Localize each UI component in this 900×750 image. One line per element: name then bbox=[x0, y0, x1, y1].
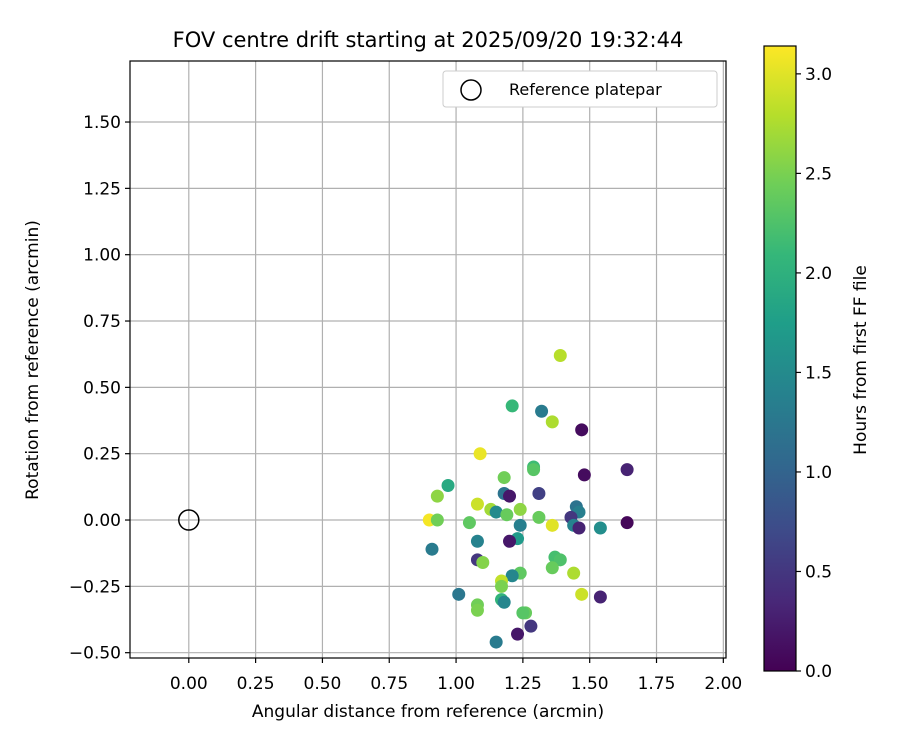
x-axis-ticks: 0.00 0.25 0.50 0.75 1.00 1.25 1.50 1.75 2.00 bbox=[170, 658, 742, 694]
y-tick-label: 1.00 bbox=[83, 246, 121, 266]
y-tick-label: 1.25 bbox=[83, 179, 121, 199]
scatter-point bbox=[500, 508, 514, 522]
x-tick-label: 1.75 bbox=[638, 674, 676, 694]
scatter-point bbox=[577, 468, 591, 482]
y-axis-label: Rotation from reference (arcmin) bbox=[23, 220, 43, 500]
x-tick-label: 0.75 bbox=[370, 674, 408, 694]
scatter-point bbox=[524, 619, 538, 633]
colorbar-label: Hours from first FF file bbox=[851, 265, 871, 455]
scatter-point bbox=[513, 502, 527, 516]
x-tick-label: 0.25 bbox=[237, 674, 275, 694]
y-tick-label: 0.50 bbox=[83, 378, 121, 398]
colorbar-tick-label: 0.0 bbox=[805, 662, 832, 682]
x-tick-label: 0.50 bbox=[304, 674, 342, 694]
colorbar-tick-label: 1.5 bbox=[805, 363, 832, 383]
colorbar-ticks: 0.0 0.5 1.0 1.5 2.0 2.5 3.0 bbox=[796, 65, 832, 682]
x-tick-label: 1.50 bbox=[571, 674, 609, 694]
scatter-point bbox=[620, 463, 634, 477]
scatter-point bbox=[473, 447, 487, 461]
scatter-point bbox=[620, 516, 634, 530]
reference-marker-layer bbox=[178, 509, 200, 531]
scatter-point bbox=[553, 349, 567, 363]
scatter-point bbox=[470, 497, 484, 511]
scatter-point bbox=[494, 579, 508, 593]
scatter-point bbox=[470, 603, 484, 617]
scatter-point bbox=[503, 534, 517, 548]
scatter-point bbox=[425, 542, 439, 556]
scatter-point bbox=[593, 521, 607, 535]
scatter-point bbox=[505, 399, 519, 413]
scatter-point bbox=[476, 555, 490, 569]
colorbar-tick-label: 2.5 bbox=[805, 164, 832, 184]
scatter-point bbox=[430, 489, 444, 503]
x-tick-label: 1.25 bbox=[504, 674, 542, 694]
y-tick-label: 0.75 bbox=[83, 312, 121, 332]
scatter-point bbox=[535, 404, 549, 418]
scatter-point bbox=[462, 516, 476, 530]
scatter-point bbox=[545, 561, 559, 575]
y-tick-label: 0.00 bbox=[83, 511, 121, 531]
scatter-point bbox=[532, 510, 546, 524]
plot-frame bbox=[129, 60, 727, 659]
chart-title: FOV centre drift starting at 2025/09/20 … bbox=[173, 28, 684, 52]
grid bbox=[130, 61, 726, 658]
scatter-point bbox=[575, 587, 589, 601]
scatter-point bbox=[470, 534, 484, 548]
legend-entry-label: Reference platepar bbox=[509, 80, 662, 99]
y-tick-label: 0.25 bbox=[83, 445, 121, 465]
scatter-point bbox=[503, 489, 517, 503]
scatter-point bbox=[497, 595, 511, 609]
scatter-point bbox=[511, 627, 525, 641]
reference-platepar-marker bbox=[178, 509, 200, 531]
scatter-point bbox=[452, 587, 466, 601]
x-axis-label: Angular distance from reference (arcmin) bbox=[252, 702, 604, 722]
scatter-point bbox=[430, 513, 444, 527]
x-tick-label: 2.00 bbox=[704, 674, 742, 694]
scatter-points bbox=[422, 349, 634, 649]
scatter-point bbox=[527, 463, 541, 477]
scatter-point bbox=[513, 518, 527, 532]
scatter-point bbox=[553, 553, 567, 567]
plot-area bbox=[130, 61, 726, 658]
scatter-point bbox=[532, 486, 546, 500]
colorbar bbox=[763, 45, 797, 672]
legend-box bbox=[442, 70, 718, 108]
scatter-point bbox=[593, 590, 607, 604]
colorbar-tick-label: 3.0 bbox=[805, 65, 832, 85]
scatter-point bbox=[545, 415, 559, 429]
scatter-point bbox=[489, 635, 503, 649]
colorbar-tick-label: 2.0 bbox=[805, 264, 832, 284]
scatter-point bbox=[572, 521, 586, 535]
scatter-point bbox=[575, 423, 589, 437]
colorbar-tick-label: 0.5 bbox=[805, 562, 832, 582]
scatter-point bbox=[497, 471, 511, 485]
x-tick-label: 0.00 bbox=[170, 674, 208, 694]
x-tick-label: 1.00 bbox=[437, 674, 475, 694]
scatter-point bbox=[489, 505, 503, 519]
y-axis-ticks: −0.50 −0.25 0.00 0.25 0.50 0.75 1.00 1.25 1.50 bbox=[69, 113, 130, 664]
scatter-point bbox=[516, 606, 530, 620]
y-tick-label: −0.50 bbox=[69, 644, 121, 664]
legend-reference-marker bbox=[460, 79, 482, 101]
scatter-point bbox=[567, 566, 581, 580]
scatter-point bbox=[441, 479, 455, 493]
legend: Reference platepar bbox=[442, 70, 718, 108]
scatter-point bbox=[505, 569, 519, 583]
scatter-point bbox=[545, 518, 559, 532]
colorbar-tick-label: 1.0 bbox=[805, 463, 832, 483]
y-tick-label: 1.50 bbox=[83, 113, 121, 133]
y-tick-label: −0.25 bbox=[69, 577, 121, 597]
